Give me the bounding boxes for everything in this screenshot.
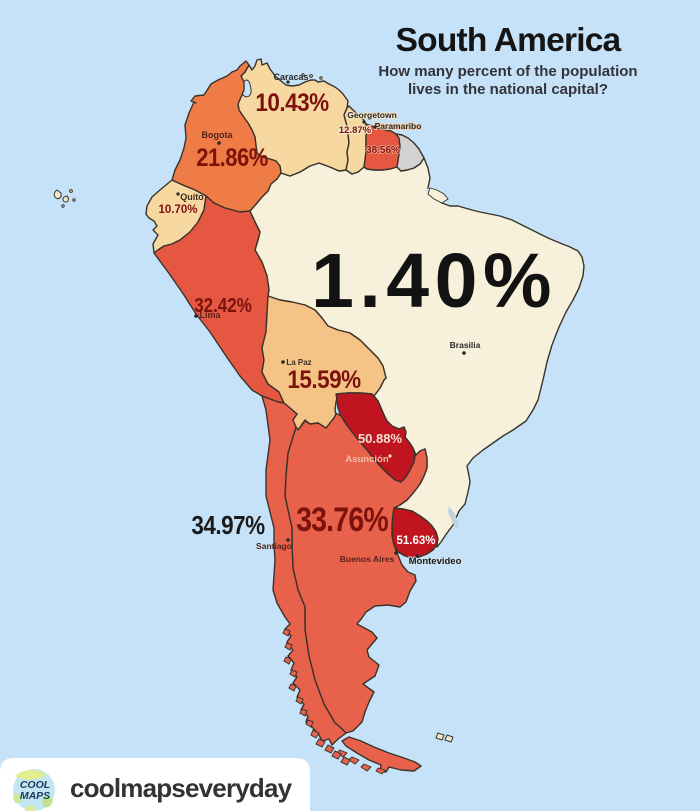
svg-text:38.56%: 38.56% [366,145,400,156]
svg-text:COOL: COOL [20,779,50,791]
svg-text:Quito: Quito [180,192,204,202]
svg-text:15.59%: 15.59% [287,366,361,394]
svg-text:Montevideo: Montevideo [409,556,462,567]
svg-text:Lima: Lima [199,310,221,320]
svg-text:MAPS: MAPS [20,790,50,802]
svg-text:Asunción: Asunción [345,454,388,465]
svg-text:51.63%: 51.63% [396,535,435,547]
svg-text:1.40%: 1.40% [311,238,557,324]
svg-text:34.97%: 34.97% [191,512,264,541]
svg-text:How many percent of the popula: How many percent of the population [378,63,637,80]
svg-text:Buenos Aires: Buenos Aires [340,554,395,564]
svg-text:South America: South America [396,22,622,59]
svg-text:La Paz: La Paz [286,358,311,367]
svg-text:lives in the national capital?: lives in the national capital? [408,81,608,98]
svg-text:32.42%: 32.42% [194,294,252,317]
svg-text:50.88%: 50.88% [358,431,403,446]
svg-text:Caracas: Caracas [273,72,308,82]
svg-text:Georgetown: Georgetown [347,110,397,120]
svg-text:Bogota: Bogota [202,130,234,140]
svg-text:10.43%: 10.43% [255,89,329,117]
svg-text:12.87%: 12.87% [339,125,372,136]
svg-text:21.86%: 21.86% [196,144,268,172]
svg-text:33.76%: 33.76% [296,501,389,539]
svg-text:Brasilia: Brasilia [450,340,481,350]
svg-text:10.70%: 10.70% [158,204,197,216]
svg-text:Paramaribo: Paramaribo [375,121,422,131]
svg-text:Santiago: Santiago [256,541,292,551]
svg-text:coolmapseveryday: coolmapseveryday [70,773,293,803]
